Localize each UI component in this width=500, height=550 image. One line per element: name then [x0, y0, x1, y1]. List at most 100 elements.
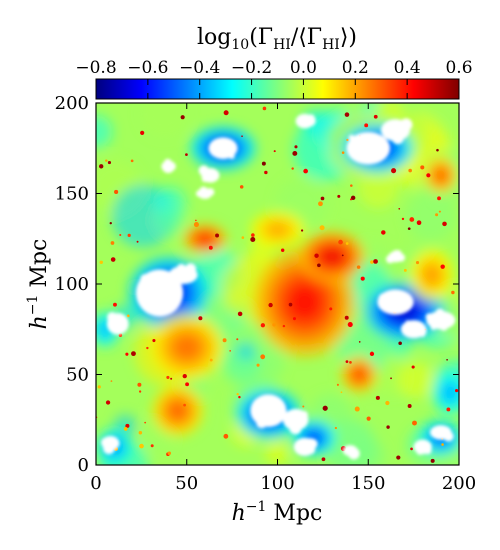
masked-region [289, 422, 302, 435]
masked-region [347, 140, 360, 153]
point-source [401, 217, 405, 221]
point-source [396, 455, 401, 460]
field-patch [140, 103, 188, 138]
colorbar-ticks [95, 79, 460, 99]
y-tick-label: 100 [55, 274, 89, 295]
point-source [251, 233, 255, 237]
field-patch [236, 342, 256, 361]
point-source [358, 341, 361, 343]
point-source [407, 227, 411, 231]
masked-region [115, 315, 125, 325]
point-source [303, 168, 308, 174]
point-source [280, 248, 285, 252]
point-source [282, 324, 286, 328]
point-source [390, 377, 392, 380]
point-source [435, 213, 439, 217]
point-source [322, 405, 328, 411]
point-source [412, 420, 417, 426]
point-source [107, 160, 112, 165]
masked-region [440, 323, 448, 331]
y-tick-label: 0 [78, 455, 89, 476]
point-source [364, 123, 369, 128]
masked-region [140, 273, 152, 286]
point-source [420, 165, 425, 170]
masked-region [206, 188, 215, 196]
point-source [426, 173, 431, 178]
masked-region [221, 149, 229, 157]
point-source [264, 170, 268, 175]
colorbar-label: log10(ΓHI/⟨ΓHI⟩) [197, 25, 357, 53]
point-source [437, 196, 441, 201]
point-source [139, 443, 144, 449]
hot-region [320, 248, 344, 266]
point-source [268, 302, 273, 308]
masked-region [159, 303, 169, 312]
point-source [209, 358, 213, 362]
masked-region [209, 168, 215, 174]
point-source [354, 406, 360, 412]
hot-region [268, 223, 287, 236]
masked-region [175, 278, 180, 284]
point-source [137, 382, 142, 387]
point-source [262, 106, 267, 111]
masked-region [347, 448, 352, 452]
masked-region [256, 417, 268, 429]
point-source [138, 430, 143, 435]
point-source [215, 233, 220, 238]
point-source [350, 184, 353, 187]
point-source [105, 159, 108, 162]
x-tick-label: 0 [90, 473, 101, 494]
y-tick-label: 150 [55, 184, 89, 205]
masked-region [385, 255, 395, 264]
point-source [229, 350, 231, 352]
point-source [167, 451, 172, 455]
masked-region [198, 165, 209, 176]
masked-region [103, 442, 115, 455]
masked-region [357, 151, 368, 161]
point-source [408, 168, 412, 173]
point-source [375, 395, 380, 400]
point-source [416, 220, 422, 226]
field-patch [397, 361, 435, 399]
point-source [451, 290, 455, 295]
hot-region [353, 368, 366, 381]
point-source [260, 323, 266, 328]
point-source [152, 338, 156, 343]
field-patch [96, 115, 113, 149]
point-source [109, 222, 112, 225]
colorbar-tick-label: 0.6 [445, 58, 472, 78]
point-source [349, 360, 352, 364]
point-source [373, 114, 378, 119]
point-source [125, 352, 129, 356]
point-source [345, 360, 349, 364]
point-source [385, 400, 390, 406]
point-source [119, 233, 122, 237]
point-source [261, 161, 266, 166]
field-patch [154, 205, 185, 236]
point-source [166, 375, 170, 379]
point-source [323, 258, 326, 261]
point-source [411, 365, 415, 369]
point-source [260, 354, 266, 360]
point-source [138, 390, 142, 393]
point-source [123, 427, 128, 431]
point-source [440, 264, 445, 269]
field-patch [264, 441, 289, 465]
point-source [126, 314, 130, 318]
point-source [146, 346, 149, 350]
point-source [407, 404, 412, 408]
point-source [350, 195, 356, 201]
point-source [398, 207, 401, 210]
point-source [356, 265, 361, 269]
point-source [336, 383, 339, 386]
point-source [350, 198, 352, 201]
colorbar-bar [95, 78, 460, 100]
point-source [272, 323, 276, 327]
point-source [381, 230, 386, 235]
masked-region [416, 447, 424, 455]
colorbar-tick-label: −0.8 [75, 58, 116, 78]
masked-region [425, 313, 433, 321]
masked-region [260, 408, 273, 420]
masked-region [378, 293, 390, 305]
point-source [237, 311, 243, 317]
